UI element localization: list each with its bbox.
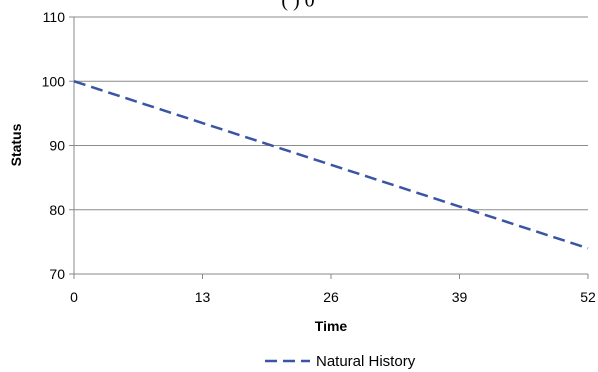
x-tick-label-13: 13 <box>195 289 211 305</box>
y-axis-title: Status <box>8 123 24 166</box>
y-tick-labels: 70 80 90 100 110 <box>42 9 74 282</box>
x-tick-label-52: 52 <box>580 289 596 305</box>
x-tick-labels: 0 13 26 39 52 <box>70 274 596 305</box>
x-tick-label-26: 26 <box>323 289 339 305</box>
x-axis-title: Time <box>315 318 348 334</box>
y-tick-label-80: 80 <box>49 202 65 218</box>
x-tick-label-0: 0 <box>70 289 78 305</box>
legend-label: Natural History <box>316 353 416 370</box>
y-tick-label-90: 90 <box>49 138 65 154</box>
chart-title-fragment: ( ) 0 <box>281 0 314 12</box>
y-tick-label-70: 70 <box>49 266 65 282</box>
legend: Natural History <box>265 353 416 370</box>
gridlines <box>74 16 588 211</box>
series-group <box>73 80 589 250</box>
y-tick-label-110: 110 <box>43 9 66 25</box>
x-tick-label-39: 39 <box>452 289 468 305</box>
series-line-0 <box>73 80 589 250</box>
y-tick-label-100: 100 <box>42 73 66 89</box>
